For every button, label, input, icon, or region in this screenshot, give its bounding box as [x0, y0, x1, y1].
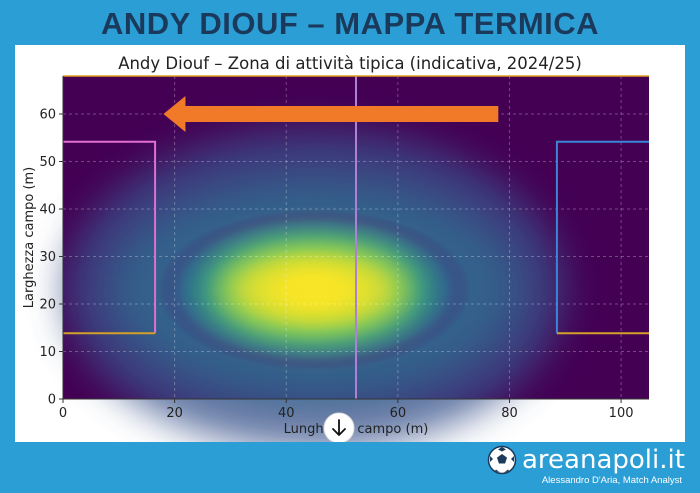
brand-logo: areanapoli.it Alessandro D'Aria, Match A… — [484, 444, 685, 490]
scroll-down-button[interactable] — [323, 412, 355, 442]
heatmap-chart: Andy Diouf – Zona di attività tipica (in… — [22, 54, 649, 442]
arrow-head-icon — [163, 96, 186, 132]
heat-layer — [64, 129, 565, 442]
x-tick-label: 20 — [166, 406, 183, 421]
brand-name: areanapoli.it — [522, 445, 685, 475]
y-tick-label: 60 — [39, 108, 56, 123]
y-tick-label: 50 — [39, 155, 56, 170]
x-tick-label: 80 — [501, 406, 518, 421]
y-tick-label: 10 — [39, 345, 56, 360]
axis-ticks: 0 20 40 60 80 100 0 10 20 30 40 50 60 — [39, 76, 649, 421]
x-axis-label: Lunghezza campo (m) — [284, 422, 429, 437]
pitch-markings — [63, 75, 649, 399]
chart-title: Andy Diouf – Zona di attività tipica (in… — [118, 54, 582, 73]
brand-credit: Alessandro D'Aria, Match Analyst — [541, 475, 682, 486]
penalty-area-right — [555, 140, 649, 334]
x-tick-label: 40 — [278, 406, 295, 421]
heat-core — [216, 244, 412, 335]
x-tick-label: 0 — [59, 406, 67, 421]
arrow-down-icon — [332, 419, 346, 436]
x-tick-label: 60 — [390, 406, 407, 421]
direction-arrow — [163, 96, 499, 132]
arrow-shaft — [177, 106, 499, 122]
y-tick-label: 40 — [39, 203, 56, 218]
y-tick-label: 30 — [39, 250, 56, 265]
soccer-ball-icon — [487, 445, 517, 475]
y-tick-label: 0 — [48, 393, 56, 408]
x-tick-label: 100 — [609, 406, 634, 421]
y-tick-label: 20 — [39, 298, 56, 313]
chart-panel: Andy Diouf – Zona di attività tipica (in… — [15, 45, 685, 442]
penalty-area-left — [63, 140, 157, 334]
poster-title: ANDY DIOUF – MAPPA TERMICA — [100, 6, 600, 41]
y-axis-label: Larghezza campo (m) — [22, 167, 37, 308]
